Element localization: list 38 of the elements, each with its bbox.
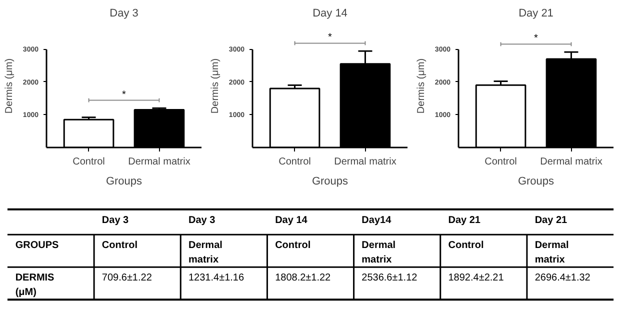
x-axis-title: Groups bbox=[518, 176, 555, 188]
annotation: * bbox=[122, 89, 126, 100]
chart-title: Day 3 bbox=[110, 8, 138, 20]
text: Day 21 bbox=[534, 214, 568, 226]
x-axis-title: Groups bbox=[312, 176, 349, 188]
x-tick-label: Dermal matrix bbox=[128, 156, 190, 168]
text: Control bbox=[448, 240, 484, 252]
text: * bbox=[328, 32, 332, 44]
text: GROUPS bbox=[15, 240, 60, 252]
text: * bbox=[534, 33, 538, 44]
text: 2696.4±1.32 bbox=[534, 272, 591, 284]
y-axis-title: Dermis (μm) bbox=[416, 58, 427, 114]
text: 1231.4±1.16 bbox=[188, 272, 244, 284]
x-tick-label: Dermal matrix bbox=[540, 156, 602, 168]
text: Dermal matrix bbox=[362, 240, 396, 266]
x-tick-label: Control bbox=[278, 156, 311, 168]
text: Control bbox=[275, 240, 311, 252]
x-axis-title: Groups bbox=[106, 176, 143, 188]
chart-title: Day 14 bbox=[312, 8, 348, 20]
text: Day 3 bbox=[102, 214, 130, 226]
y-axis-title: Dermis (μm) bbox=[4, 58, 15, 114]
x-tick-label: Control bbox=[72, 156, 105, 168]
x-tick-label: Dermal matrix bbox=[334, 156, 396, 168]
text: DERMIS (μM) bbox=[15, 272, 55, 298]
text: Day 21 bbox=[448, 214, 481, 226]
text: Day 3 bbox=[188, 214, 216, 226]
text: 1808.2±1.22 bbox=[275, 272, 332, 284]
y-axis-title: Dermis (μm) bbox=[210, 58, 221, 114]
text: 709.6±1.22 bbox=[102, 272, 152, 284]
x-tick-label: Control bbox=[484, 156, 517, 168]
text: Day14 bbox=[362, 214, 392, 226]
text: Dermal matrix bbox=[534, 240, 569, 266]
text: Dermal matrix bbox=[188, 240, 223, 266]
text: 2536.6±1.12 bbox=[362, 272, 418, 284]
text: 1892.4±2.21 bbox=[448, 272, 504, 284]
chart-title: Day 21 bbox=[518, 8, 554, 20]
text: Day 14 bbox=[275, 214, 308, 226]
text: Control bbox=[102, 240, 138, 252]
